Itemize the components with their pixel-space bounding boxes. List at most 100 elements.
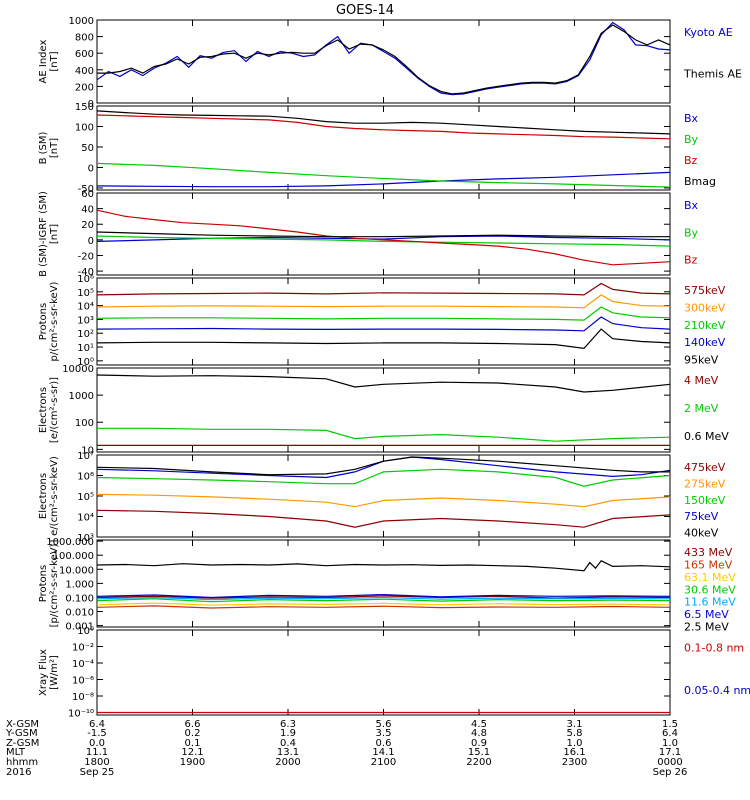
series-line (96, 374, 671, 393)
legend-entry: 75keV (684, 510, 719, 523)
y-tick-label: 100.000 (53, 551, 94, 562)
footer-value: 2000 (275, 757, 300, 768)
legend-entry: 30.6 MeV (684, 583, 736, 596)
footer-value: 2100 (371, 757, 396, 768)
y-tick-label: -40 (78, 267, 94, 278)
y-tick-label: 10² (77, 329, 94, 340)
y-axis-label: [W/m²] (49, 655, 60, 690)
footer-value: 17.1 (659, 747, 681, 758)
legend-entry: By (684, 226, 699, 239)
y-tick-label: 100 (75, 122, 94, 133)
footer-value: Sep 25 (80, 767, 115, 778)
footer-row-label: X-GSM (6, 719, 39, 730)
panel-protons2: 0.001 0.010 0.100 1.000 10.000 100.000 1000.00… (38, 537, 736, 633)
y-tick-label: 10⁰ (77, 357, 94, 368)
y-tick-label: 100 (75, 418, 94, 429)
series-line (96, 235, 671, 242)
y-tick-label: -20 (78, 251, 94, 262)
series-line (96, 209, 671, 266)
y-tick-label: 0 (88, 99, 94, 110)
footer-value: 0.9 (471, 738, 487, 749)
footer-value: 12.1 (181, 747, 203, 758)
y-tick-label: 10⁵ (77, 492, 94, 503)
y-axis-label: [nT] (49, 51, 60, 71)
y-tick-label: 10³ (77, 533, 94, 544)
orbit-footer: X-GSMY-GSMZ-GSMMLThhmm20166.4-1.50.011.1… (5, 719, 687, 778)
footer-value: 1900 (180, 757, 205, 768)
legend-entry: 63.1 MeV (684, 571, 736, 584)
footer-value: 13.1 (277, 747, 299, 758)
y-tick-label: 0.001 (65, 622, 94, 633)
y-axis-label: AE Index (38, 39, 49, 83)
panel-protons: 10⁰ 10¹ 10² 10³ 10⁴ 10⁵ 10⁶ Protons p/(cm²-s-sr-… (38, 274, 726, 368)
panel-xray: 10⁻¹⁰ 10⁻⁸ 10⁻⁶ 10⁻⁴ 10⁻² 10⁰ Xray Flux [W/m²] 0… (38, 626, 750, 720)
y-tick-label: 10.000 (59, 565, 94, 576)
footer-value: 0.0 (89, 738, 105, 749)
footer-value: 0.2 (185, 728, 201, 739)
y-tick-label: 10⁷ (77, 451, 94, 462)
y-tick-label: 10⁻² (72, 643, 94, 654)
y-tick-label: 10⁴ (77, 513, 94, 524)
y-tick-label: 50 (81, 143, 94, 154)
panel-frame (96, 105, 671, 191)
footer-value: 0000 (657, 757, 682, 768)
y-axis-label: B (SM)-IGRF (SM) (38, 191, 49, 277)
series-line (96, 468, 671, 487)
y-tick-label: 10⁶ (77, 472, 94, 483)
y-tick-label: 40 (81, 205, 94, 216)
series-line (97, 24, 671, 95)
y-tick-label: 800 (75, 33, 94, 44)
series-line (96, 598, 671, 603)
panel-ae: 0 200 400 600 800 1000 AE Index [nT] Kyoto AE The… (38, 16, 742, 110)
legend-entry: Bz (684, 154, 698, 167)
legend-entry: 2.5 MeV (684, 621, 729, 634)
footer-row-label: 2016 (6, 767, 31, 778)
panel-frame (96, 277, 671, 366)
series-line (96, 493, 671, 508)
y-axis-label: Electrons (38, 473, 49, 519)
y-tick-label: 10⁰ (77, 626, 94, 637)
footer-row-label: hhmm (6, 757, 38, 768)
legend-entry: 0.6 MeV (684, 430, 729, 443)
footer-row-label: MLT (6, 747, 26, 758)
legend-entry: 575keV (684, 284, 726, 297)
y-tick-label: 600 (75, 49, 94, 60)
footer-value: 11.1 (86, 747, 108, 758)
series-line (96, 602, 671, 606)
series-line (96, 560, 671, 572)
series-line (97, 427, 671, 442)
footer-row-label: Y-GSM (5, 728, 38, 739)
y-tick-label: 1000 (69, 391, 94, 402)
legend-entry: 4 MeV (684, 374, 719, 387)
footer-value: 1800 (84, 757, 109, 768)
footer-value: 0.4 (280, 738, 296, 749)
y-tick-label: 10⁻¹⁰ (68, 709, 94, 720)
y-tick-label: 200 (75, 82, 94, 93)
footer-value: 1.0 (662, 738, 678, 749)
y-tick-label: 1000.000 (46, 537, 94, 548)
series-line (96, 282, 671, 296)
y-axis-label: Protons (38, 565, 49, 602)
y-axis-label: Xray Flux (38, 649, 49, 696)
panel-electrons1: 10 100 1000 10000 Electrons [e/(cm²-s-sr)] 4 M… (38, 364, 729, 456)
series-line (96, 294, 671, 309)
legend-entry: 150keV (684, 494, 726, 507)
footer-value: 6.3 (280, 719, 296, 730)
series-line (96, 171, 671, 188)
y-axis-label: [nT] (49, 138, 60, 158)
y-tick-label: 400 (75, 66, 94, 77)
legend-entry: 275keV (684, 477, 726, 490)
y-tick-label: 10⁵ (77, 288, 94, 299)
y-axis-label: Electrons (38, 387, 49, 433)
footer-value: 2200 (466, 757, 491, 768)
y-tick-label: 1.000 (65, 579, 94, 590)
panel-bsm: -50 0 50 100 150 B (SM) [nT] Bx By Bz Bmag (38, 102, 716, 195)
y-axis-label: e/(cm²-s-sr-keV) (49, 456, 60, 536)
y-tick-label: 1000 (69, 16, 94, 27)
series-line (96, 605, 671, 609)
footer-value: 1.5 (662, 719, 678, 730)
legend-entry: 6.5 MeV (684, 608, 729, 621)
footer-value: 1.9 (280, 728, 296, 739)
y-tick-label: 10⁻⁶ (72, 676, 94, 687)
